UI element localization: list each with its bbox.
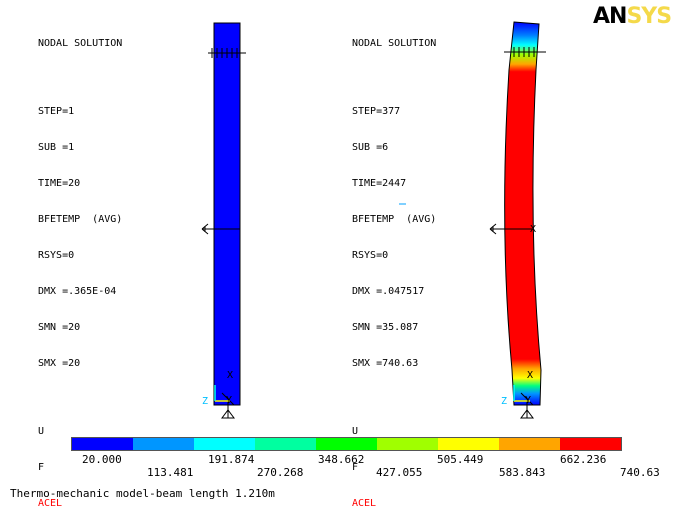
legend-tick: 270.268 [257, 466, 304, 479]
legend-tick: 427.055 [376, 466, 423, 479]
left-triad-x-label: X [227, 370, 233, 381]
right-triad: Z X Y [501, 370, 533, 407]
left-sub: SUB =1 [38, 142, 75, 153]
legend-color-band [438, 438, 499, 450]
left-symbol-f: F [38, 462, 45, 473]
right-top-constraint [504, 47, 546, 57]
left-title: NODAL SOLUTION [38, 38, 123, 49]
legend-tick: 505.449 [437, 453, 484, 466]
ansys-logo: ANSYS [593, 4, 672, 29]
left-time: TIME=20 [38, 178, 81, 189]
graphics-viewport: Z X Y X Z X [201, 21, 546, 419]
legend-color-band [72, 438, 133, 450]
right-triad-y-label: Y [525, 395, 531, 406]
legend-color-band [255, 438, 316, 450]
right-bottom-support-icon [520, 392, 534, 419]
legend-tick: 191.874 [208, 453, 255, 466]
right-title: NODAL SOLUTION [352, 38, 437, 49]
left-beam: Z X Y [201, 22, 246, 419]
left-smn: SMN =20 [38, 322, 81, 333]
right-rsys: RSYS=0 [352, 250, 389, 261]
left-bottom-support-icon [221, 392, 235, 419]
legend-color-band [316, 438, 377, 450]
legend-color-band [194, 438, 255, 450]
right-beam-body [504, 21, 542, 406]
right-mid-force-icon [489, 223, 532, 235]
legend-tick: 348.662 [318, 453, 365, 466]
right-triad-x-label: X [527, 370, 533, 381]
right-step: STEP=377 [352, 106, 401, 117]
left-mid-force-icon [201, 223, 240, 235]
right-beam: X Z X Y [399, 21, 546, 419]
left-rsys: RSYS=0 [38, 250, 75, 261]
right-item: BFETEMP (AVG) [352, 214, 437, 225]
left-smx: SMX =20 [38, 358, 81, 369]
right-sub: SUB =6 [352, 142, 389, 153]
legend-color-band [560, 438, 621, 450]
right-triad-z-label: Z [501, 396, 507, 407]
left-triad-z-label: Z [202, 396, 208, 407]
right-smn: SMN =35.087 [352, 322, 419, 333]
left-symbol-acel: ACEL [38, 498, 63, 509]
model-caption: Thermo-mechanic model-beam length 1.210m [10, 487, 275, 500]
left-step: STEP=1 [38, 106, 75, 117]
left-triad-y-label: Y [226, 395, 232, 406]
right-smx: SMX =740.63 [352, 358, 419, 369]
right-symbol-u: U [352, 426, 359, 437]
left-dmx: DMX =.365E-04 [38, 286, 117, 297]
legend-color-band [377, 438, 438, 450]
legend-tick: 740.63 [620, 466, 660, 479]
left-triad: Z X Y [202, 370, 233, 407]
legend-tick: 583.843 [499, 466, 546, 479]
right-time: TIME=2447 [352, 178, 407, 189]
left-item: BFETEMP (AVG) [38, 214, 123, 225]
legend-color-band [499, 438, 560, 450]
legend-color-band [133, 438, 194, 450]
right-symbol-acel: ACEL [352, 498, 377, 509]
legend-tick: 20.000 [82, 453, 122, 466]
right-solution-info: NODAL SOLUTION STEP=377 SUB =6 TIME=2447… [352, 14, 436, 522]
legend-tick: 113.481 [147, 466, 194, 479]
left-top-constraint [208, 48, 246, 58]
right-mid-x-label: X [530, 224, 536, 235]
left-solution-info: NODAL SOLUTION STEP=1 SUB =1 TIME=20 BFE… [38, 14, 122, 522]
left-beam-body [213, 22, 241, 406]
left-symbol-u: U [38, 426, 45, 437]
right-symbol-f: F [352, 462, 359, 473]
right-dmx: DMX =.047517 [352, 286, 425, 297]
contour-legend-bar [71, 437, 622, 451]
legend-tick: 662.236 [560, 453, 607, 466]
